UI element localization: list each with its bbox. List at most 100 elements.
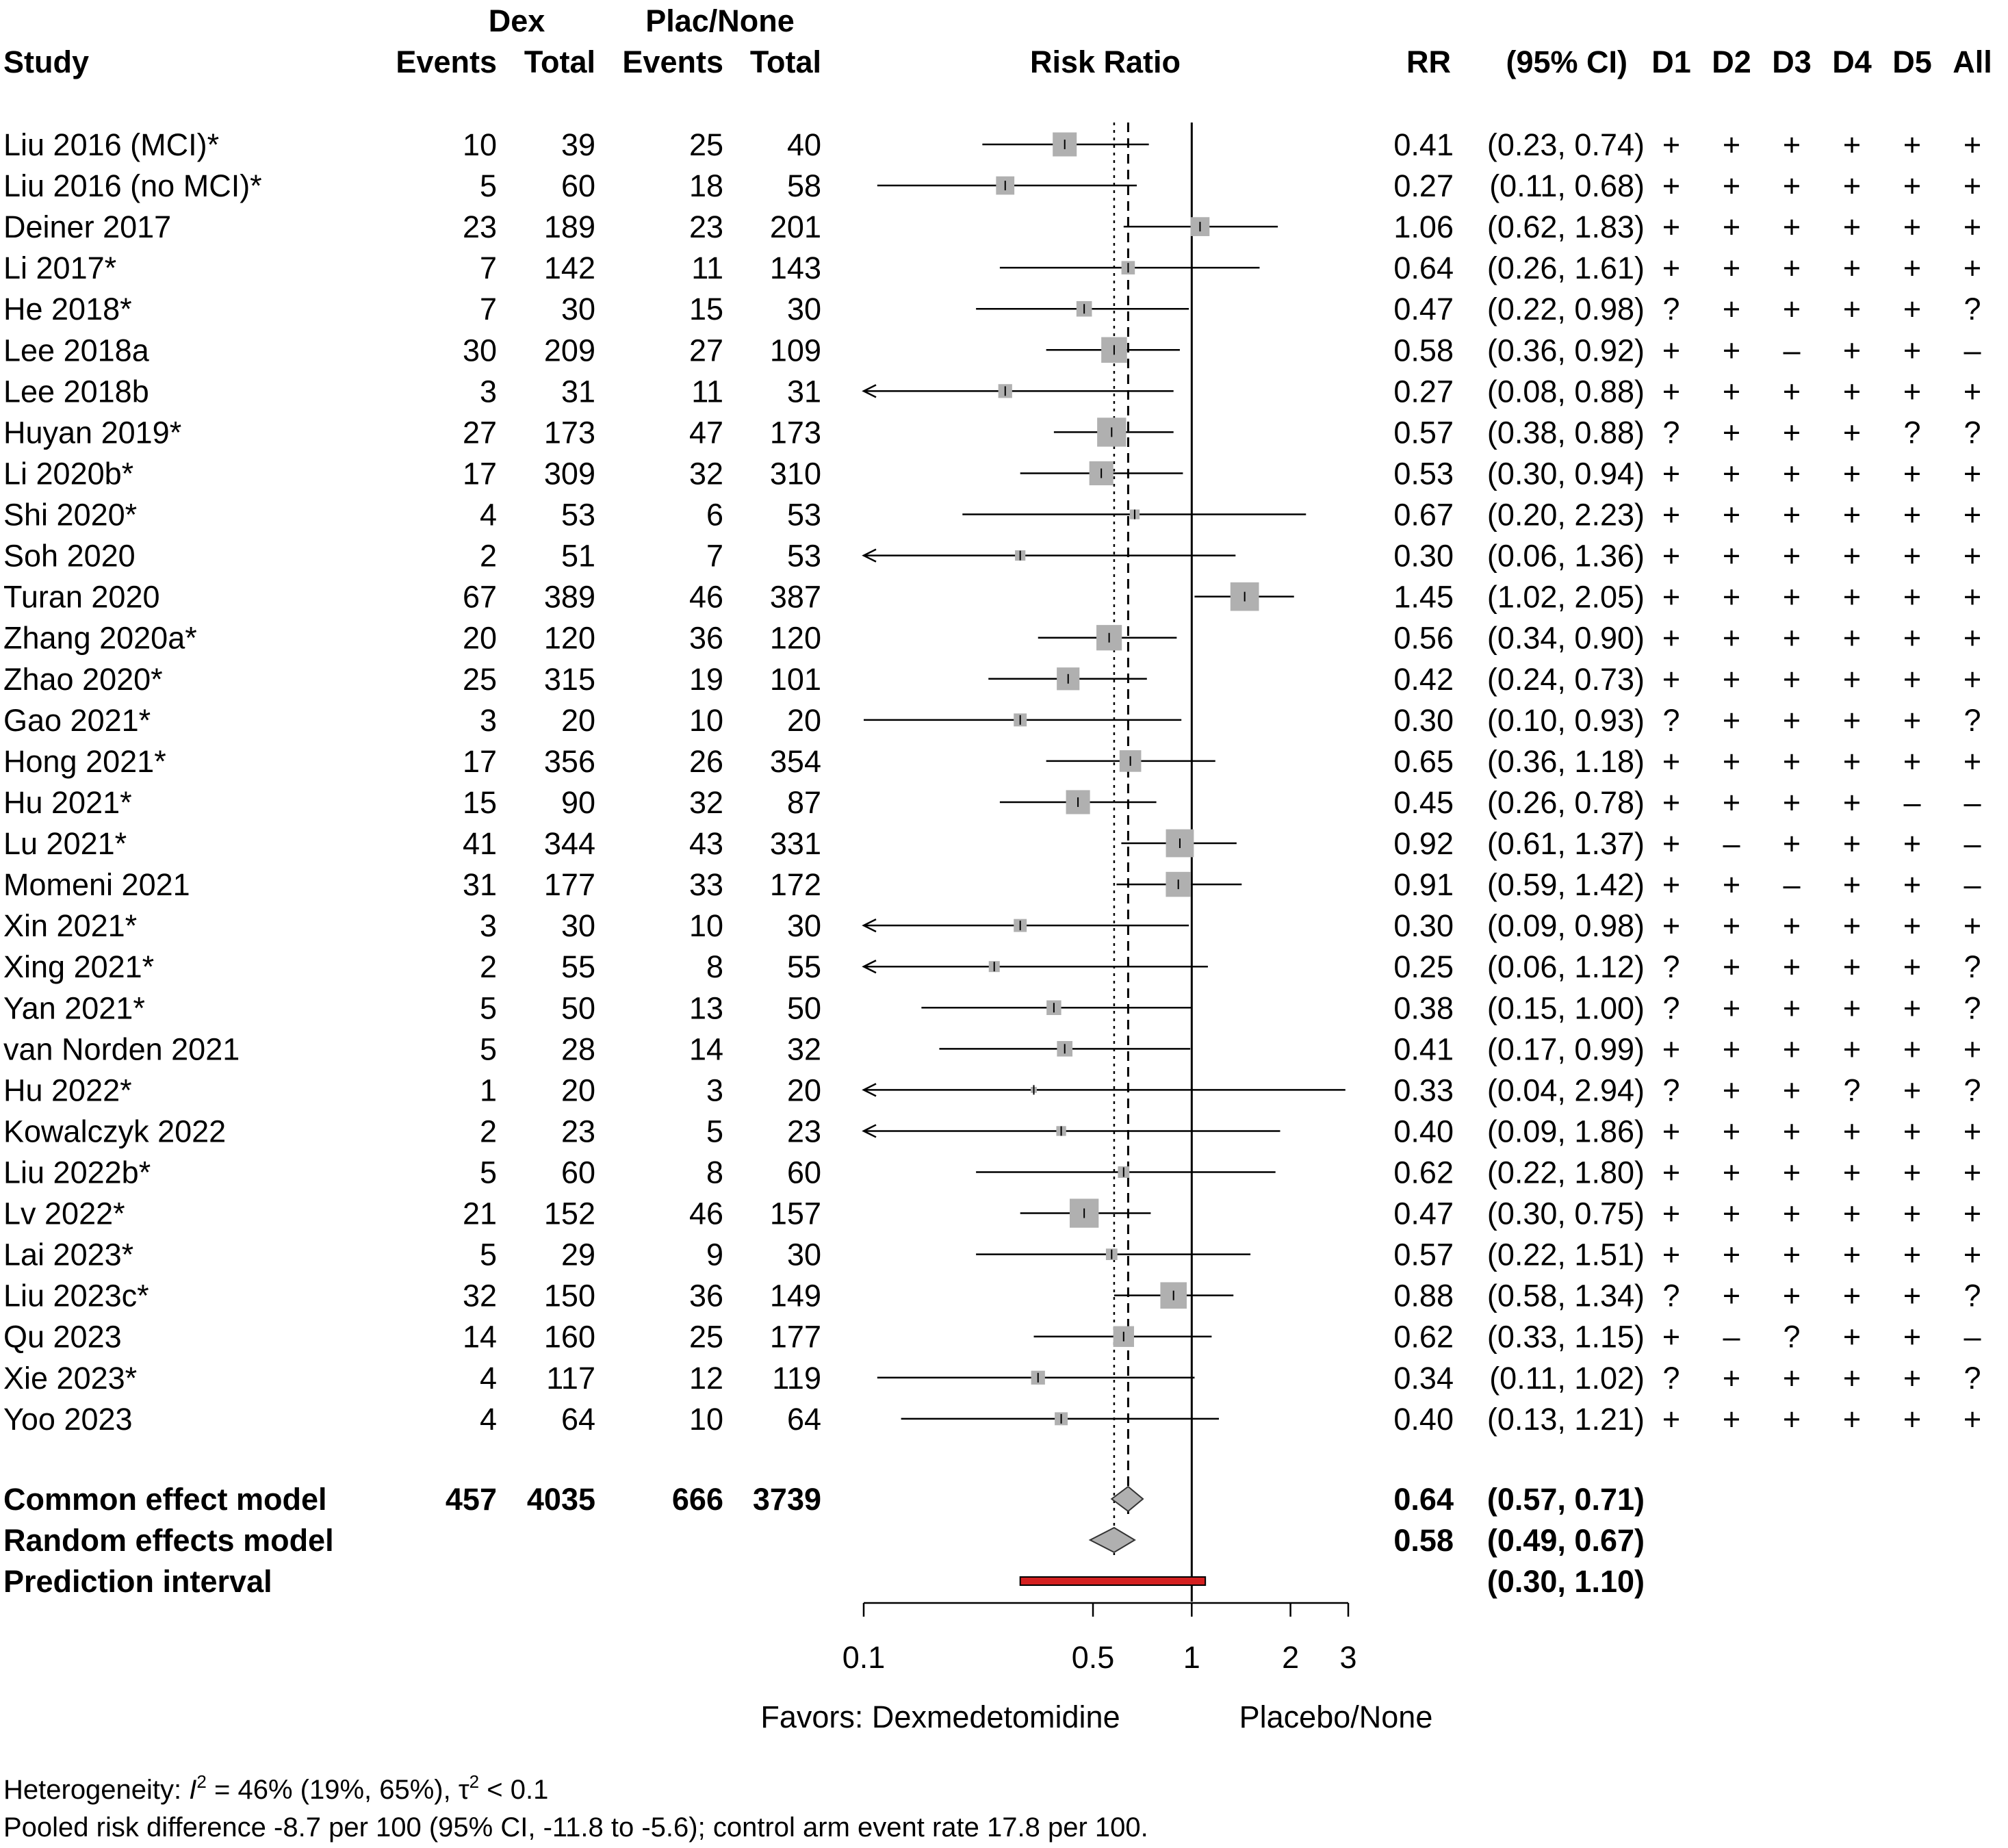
rob-judgement: + <box>1964 251 1981 285</box>
rr-value: 0.38 <box>1393 990 1454 1025</box>
rob-judgement: + <box>1662 1196 1680 1231</box>
dex-events: 17 <box>463 456 497 491</box>
control-events: 8 <box>706 1155 723 1190</box>
rob-judgement: + <box>1903 1031 1921 1066</box>
study-row: Turan 2020 67 389 46 387 1.45 (1.02, 2.05) + + + +… <box>3 580 1981 615</box>
rob-judgement: + <box>1843 333 1861 368</box>
rob-judgement: ? <box>1964 1073 1981 1107</box>
rob-judgement: + <box>1783 703 1801 738</box>
control-events: 10 <box>689 908 723 943</box>
study-estimate <box>862 548 1236 563</box>
rob-judgement: + <box>1662 333 1680 368</box>
control-events: 9 <box>706 1237 723 1272</box>
rob-judgement: + <box>1723 949 1740 984</box>
dex-events: 67 <box>463 580 497 615</box>
x-tick-label: 0.5 <box>1072 1640 1115 1675</box>
rob-judgement: + <box>1662 1237 1680 1272</box>
control-total: 31 <box>787 374 821 409</box>
dex-events: 5 <box>480 990 497 1025</box>
column-headers: Dex Plac/None Study Events Total Events … <box>3 3 1992 79</box>
rob-judgement: + <box>1662 209 1680 244</box>
control-total: 157 <box>770 1196 821 1231</box>
rob-judgement: + <box>1783 744 1801 779</box>
control-events: 18 <box>689 168 723 203</box>
study-row: Li 2020b* 17 309 32 310 0.53 (0.30, 0.94) + + + + +… <box>3 456 1981 491</box>
rob-judgement: + <box>1783 621 1801 656</box>
rob-judgement: + <box>1662 168 1680 203</box>
rob-judgement: + <box>1723 990 1740 1025</box>
study-estimate <box>1053 418 1174 447</box>
rob-judgement: + <box>1723 785 1740 820</box>
study-row: Hong 2021* 17 356 26 354 0.65 (0.36, 1.18) + + + +… <box>3 744 1981 779</box>
rob-judgement: + <box>1783 168 1801 203</box>
rob-judgement: + <box>1903 251 1921 285</box>
rob-judgement: + <box>1964 1237 1981 1272</box>
study-row: Yan 2021* 5 50 13 50 0.38 (0.15, 1.00)? + + + +? <box>3 990 1981 1025</box>
control-total: 172 <box>770 867 821 902</box>
rob-judgement: + <box>1723 908 1740 943</box>
rob-judgement: + <box>1662 1320 1680 1355</box>
rob-judgement: + <box>1903 990 1921 1025</box>
study-name: Yan 2021* <box>3 990 145 1025</box>
study-name: Lee 2018b <box>3 374 149 409</box>
ci-arrow-left <box>862 1124 877 1138</box>
ci-value: (0.23, 0.74) <box>1487 127 1645 162</box>
prediction-ci: (0.30, 1.10) <box>1487 1564 1645 1599</box>
rob-judgement: + <box>1783 539 1801 574</box>
control-total: 120 <box>770 621 821 656</box>
rob-header-d1: D1 <box>1651 44 1691 79</box>
dex-events: 2 <box>480 949 497 984</box>
control-total: 32 <box>787 1031 821 1066</box>
rob-judgement: + <box>1723 662 1740 697</box>
common-rr: 0.64 <box>1393 1482 1454 1517</box>
dex-events: 3 <box>480 908 497 943</box>
dex-total: 30 <box>561 908 595 943</box>
dex-total: 160 <box>544 1320 595 1355</box>
dex-total: 39 <box>561 127 595 162</box>
rob-judgement: + <box>1843 1320 1861 1355</box>
study-rows: Liu 2016 (MCI)* 10 39 25 40 0.41 (0.23, 0.74) +… <box>3 127 1981 1437</box>
study-estimate <box>982 132 1149 157</box>
rob-judgement: + <box>1903 1402 1921 1437</box>
study-name: Lee 2018a <box>3 333 150 368</box>
rr-value: 0.65 <box>1393 744 1454 779</box>
study-name: Gao 2021* <box>3 703 151 738</box>
dex-events: 23 <box>463 209 497 244</box>
rr-value: 0.53 <box>1393 456 1454 491</box>
rob-judgement: + <box>1903 127 1921 162</box>
rob-judgement: + <box>1843 498 1861 532</box>
study-estimate <box>962 509 1307 519</box>
rob-judgement: + <box>1903 333 1921 368</box>
rr-value: 0.30 <box>1393 703 1454 738</box>
study-row: Soh 2020 2 51 7 53 0.30 (0.06, 1.36) + + + + + + <box>3 539 1981 574</box>
control-events: 15 <box>689 292 723 326</box>
control-events: 46 <box>689 1196 723 1231</box>
rr-header: RR <box>1406 44 1451 79</box>
rr-value: 0.30 <box>1393 908 1454 943</box>
rob-judgement: – <box>1964 826 1981 861</box>
control-events: 36 <box>689 621 723 656</box>
study-estimate <box>999 790 1157 814</box>
rob-judgement: + <box>1723 744 1740 779</box>
ci-value: (1.02, 2.05) <box>1487 580 1645 615</box>
control-events: 6 <box>706 498 723 532</box>
dex-events: 10 <box>463 127 497 162</box>
study-row: Lu 2021* 41 344 43 331 0.92 (0.61, 1.37) + – + + + – <box>3 826 1981 861</box>
rob-judgement: + <box>1964 1155 1981 1190</box>
rob-judgement: + <box>1964 539 1981 574</box>
rr-value: 0.27 <box>1393 168 1454 203</box>
rob-judgement: + <box>1903 867 1921 902</box>
rob-judgement: + <box>1903 662 1921 697</box>
study-name: Liu 2016 (MCI)* <box>3 127 219 162</box>
dex-total: 142 <box>544 251 595 285</box>
dex-total: 389 <box>544 580 595 615</box>
rob-judgement: + <box>1903 744 1921 779</box>
rob-judgement: + <box>1723 1196 1740 1231</box>
rr-value: 0.64 <box>1393 251 1454 285</box>
rob-judgement: + <box>1783 251 1801 285</box>
control-total: 64 <box>787 1402 821 1437</box>
ci-value: (0.13, 1.21) <box>1487 1402 1645 1437</box>
control-total: 30 <box>787 1237 821 1272</box>
control-events: 5 <box>706 1114 723 1148</box>
rob-judgement: + <box>1662 662 1680 697</box>
